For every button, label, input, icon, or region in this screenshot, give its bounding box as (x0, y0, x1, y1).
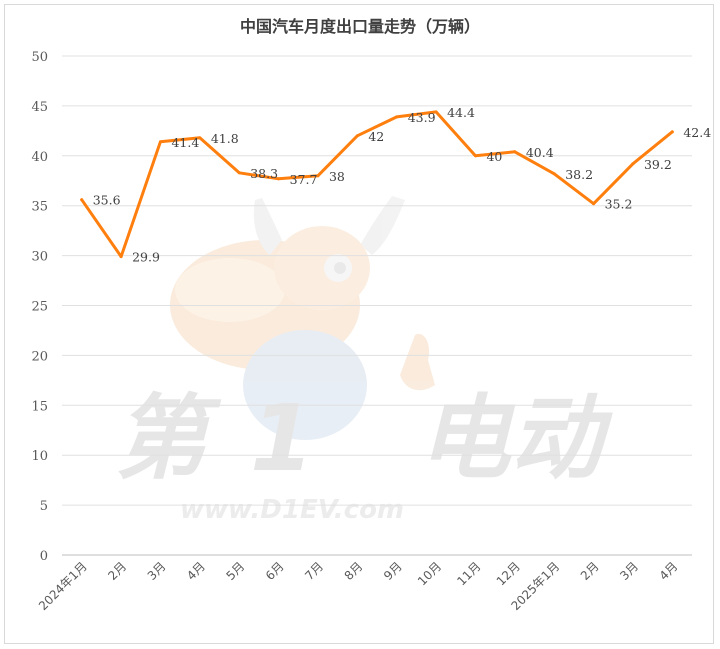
data-point (395, 115, 399, 119)
y-tick-label: 30 (31, 250, 48, 265)
data-label: 40 (486, 149, 502, 164)
x-tick-label: 8月 (342, 559, 366, 583)
data-point (473, 154, 477, 158)
gridlines (62, 55, 692, 556)
data-label: 39.2 (644, 157, 672, 172)
x-tick-label: 10月 (415, 559, 444, 588)
data-label: 40.4 (526, 145, 554, 160)
y-axis: 0 5 10 15 20 25 30 35 40 45 50 (31, 50, 48, 564)
x-tick-label: 9月 (381, 559, 405, 583)
y-tick-label: 0 (40, 549, 48, 564)
x-tick-label: 2024年1月 (36, 559, 90, 613)
watermark-url: www.D1EV.com (180, 495, 404, 525)
data-point (80, 198, 84, 202)
data-point (277, 177, 281, 181)
data-point (434, 110, 438, 114)
x-tick-label: 3月 (145, 559, 169, 583)
x-tick-label: 5月 (224, 559, 248, 583)
x-tick-label: 4月 (184, 559, 208, 583)
series-line-group (80, 110, 674, 259)
x-tick-label: 7月 (302, 559, 326, 583)
data-point (552, 172, 556, 176)
data-label: 38.3 (250, 166, 278, 181)
data-point (316, 174, 320, 178)
data-label: 38.2 (565, 167, 593, 182)
data-label: 38 (329, 169, 345, 184)
y-tick-label: 45 (31, 100, 48, 115)
y-tick-label: 35 (31, 200, 48, 215)
y-tick-label: 5 (40, 499, 48, 514)
watermark-char-1: 第 (115, 385, 222, 492)
y-tick-label: 40 (31, 150, 48, 165)
x-tick-label: 11月 (454, 559, 483, 588)
data-label: 42.4 (683, 125, 711, 140)
chart-frame (4, 4, 714, 644)
data-point (670, 130, 674, 134)
x-tick-label: 2月 (105, 559, 129, 583)
data-point (355, 134, 359, 138)
data-label: 41.8 (211, 131, 239, 146)
y-tick-label: 20 (31, 349, 48, 364)
x-tick-label: 6月 (263, 559, 287, 583)
watermark-char-2: 1 (250, 385, 314, 492)
chart-title: 中国汽车月度出口量走势（万辆） (239, 17, 480, 36)
data-label: 42 (368, 129, 384, 144)
data-point (119, 255, 123, 259)
data-label: 43.9 (408, 110, 436, 125)
y-tick-label: 10 (31, 449, 48, 464)
data-label: 35.6 (93, 193, 121, 208)
x-tick-label: 12月 (494, 559, 523, 588)
data-point (513, 150, 517, 154)
series-line (80, 110, 674, 259)
data-point (158, 140, 162, 144)
data-point (237, 171, 241, 175)
data-point (198, 136, 202, 140)
y-tick-label: 25 (31, 300, 48, 315)
data-label: 37.7 (290, 172, 318, 187)
y-tick-label: 15 (31, 399, 48, 414)
data-label: 29.9 (132, 250, 160, 265)
data-label: 41.4 (171, 135, 199, 150)
watermark-char-3: 电动 (418, 385, 613, 492)
data-label: 44.4 (447, 105, 475, 120)
brand-watermark: 第 1 电动 www.D1EV.com (115, 385, 613, 525)
x-tick-label: 3月 (617, 559, 641, 583)
y-tick-label: 50 (31, 50, 48, 65)
data-labels: 35.6 29.9 41.4 41.8 38.3 37.7 38 42 43.9 44.4 40 40… (93, 105, 712, 265)
x-tick-label: 4月 (657, 559, 681, 583)
data-label: 35.2 (605, 197, 633, 212)
data-point (592, 202, 596, 206)
x-tick-label: 2月 (578, 559, 602, 583)
data-point (631, 162, 635, 166)
